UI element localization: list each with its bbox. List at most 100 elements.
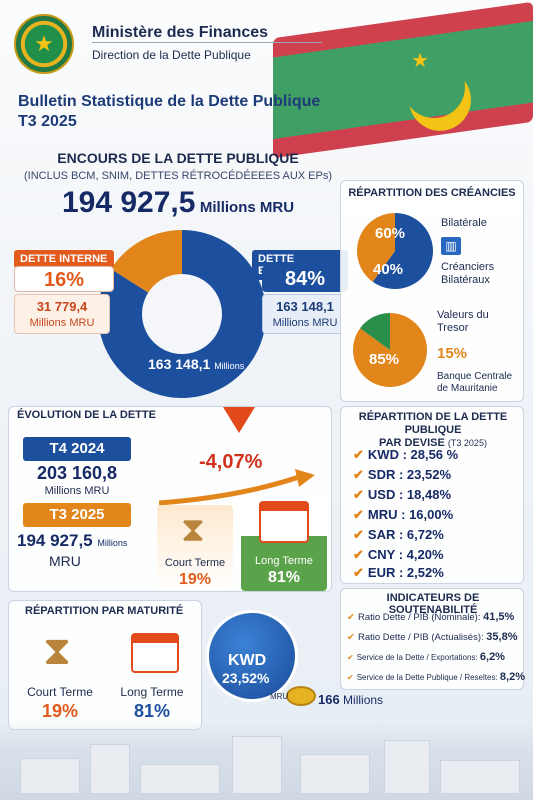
- devise-item: ✔ SAR : 6,72%: [353, 527, 444, 543]
- devise-item: ✔ MRU : 16,00%: [353, 507, 453, 523]
- star-icon: ★: [411, 50, 429, 72]
- donut-unit: Millions: [214, 361, 245, 371]
- encours-subtitle: (INCLUS BCM, SNIM, DETTES RÉTROCÉDÉEEES …: [23, 170, 333, 182]
- city-skyline: [0, 720, 533, 800]
- crediteurs-line2: Bilatéraux: [441, 274, 490, 286]
- kwd-pct: 23,52%: [222, 670, 270, 686]
- millions-166-unit: Millions: [343, 693, 384, 707]
- building: [232, 736, 282, 794]
- maturite-long-pct: 81%: [133, 701, 171, 721]
- valeurs-tresor-label: Valeurs du Tresor: [437, 309, 489, 335]
- trend-arrow-icon: [159, 469, 315, 506]
- evo-court-pct: 19%: [178, 571, 212, 588]
- indicateur-label: Ratio Dette / PIB (Actualisés):: [357, 632, 484, 643]
- bulletin-title-line2: T3 2025: [18, 113, 77, 130]
- check-icon: ✔: [347, 653, 354, 662]
- t4-value: 203 160,8: [36, 463, 118, 483]
- valeurs-line1: Valeurs du: [437, 309, 489, 321]
- building: [300, 754, 370, 794]
- evo-long-label: Long Terme: [255, 555, 313, 567]
- maturite-court-pct: 19%: [41, 701, 79, 721]
- t4-unit: Millions MRU: [44, 485, 110, 497]
- building: [140, 764, 220, 794]
- donut-hole: [142, 274, 222, 354]
- check-icon: ✔: [347, 673, 354, 682]
- indicateur-row: ✔ Ratio Dette / PIB (Actualisés): 35,8%: [347, 631, 519, 643]
- externe-value: 163 148,1: [276, 299, 334, 314]
- check-icon: ✔: [353, 527, 364, 542]
- building: [384, 740, 430, 794]
- valeurs-line2: Tresor: [437, 322, 469, 334]
- evo-long-pct: 81%: [267, 569, 301, 586]
- devise-item: ✔ USD : 18,48%: [353, 487, 451, 503]
- building: [20, 758, 80, 794]
- t3-unit: MRU: [49, 553, 81, 569]
- externe-percent: 84%: [262, 266, 348, 292]
- evolution-title: ÉVOLUTION DE LA DETTE: [17, 409, 156, 421]
- devise-item-label: SDR : 23,52%: [367, 467, 451, 482]
- externe-unit: Millions MRU: [272, 317, 338, 329]
- indicateurs-title: INDICATEURS DE SOUTENABILITÉ: [386, 592, 480, 616]
- debt-donut-chart: [98, 230, 266, 398]
- check-icon: ✔: [353, 447, 364, 462]
- t4-label: T4 2024: [23, 437, 131, 461]
- t3-value: 194 927,5: [17, 531, 93, 550]
- encours-total-value: 194 927,5: [61, 186, 196, 219]
- encours-total: 194 927,5 Millions MRU: [0, 186, 356, 220]
- calendar-icon: [131, 633, 179, 673]
- kwd-label: KWD: [228, 652, 267, 669]
- indicateur-label: Service de la Dette / Exportations:: [356, 653, 478, 662]
- interne-unit: Millions MRU: [29, 317, 95, 329]
- coins-icon: [286, 686, 316, 706]
- check-icon: ✔: [347, 632, 355, 643]
- maturite-long-card: Long Terme 81%: [109, 623, 195, 723]
- devise-panel: RÉPARTITION DE LA DETTE PUBLIQUE PAR DEV…: [340, 406, 524, 584]
- interne-percent: 16%: [14, 266, 114, 292]
- creances-pie-1: [357, 213, 433, 289]
- crediteurs-label: Créanciers Bilatéraux: [441, 261, 494, 287]
- indicateur-value: 6,2%: [479, 651, 505, 663]
- bank-icon: ▥: [441, 237, 461, 255]
- bcm-line1: Banque Centrale: [437, 371, 513, 382]
- interne-value: 31 779,4: [36, 299, 88, 314]
- calendar-icon: [259, 501, 309, 543]
- t3-small: Millions: [97, 538, 128, 548]
- devise-item: ✔ SDR : 23,52%: [353, 467, 451, 483]
- evo-long-terme-card: Long Terme 81%: [241, 499, 327, 591]
- pie2-label-a: 85%: [369, 351, 400, 368]
- devise-item-label: SAR : 6,72%: [367, 527, 444, 542]
- crediteurs-line1: Créanciers: [441, 261, 495, 273]
- evolution-panel: ÉVOLUTION DE LA DETTE T4 2024 203 160,8 …: [8, 406, 332, 592]
- arrow-down-icon: [223, 407, 255, 433]
- devise-item: ✔ EUR : 2,52%: [353, 565, 444, 581]
- pie2-slice-b: [360, 313, 390, 350]
- maturite-long-label: Long Terme: [120, 685, 184, 699]
- indicateurs-panel: INDICATEURS DE SOUTENABILITÉ ✔ Ratio Dett…: [340, 588, 525, 690]
- creances-panel: RÉPARTITION DES CRÉANCIES 60% 40% Bilaté…: [340, 180, 524, 402]
- bulletin-title-line1: Bulletin Statistique de la Dette Publiqu…: [18, 93, 321, 110]
- devise-title: RÉPARTITION DE LA DETTE PUBLIQUE PAR DEV…: [341, 411, 525, 450]
- devise-title-par: PAR DEVISE: [379, 437, 445, 449]
- check-icon: ✔: [347, 612, 355, 623]
- national-emblem-icon: ★: [14, 14, 74, 74]
- devise-item-label: CNY : 4,20%: [367, 547, 444, 562]
- donut-value: 163 148,1: [148, 356, 211, 372]
- devise-item: ✔ KWD : 28,56 %: [353, 447, 458, 463]
- hourglass-icon: ⧗: [43, 629, 72, 673]
- indicateur-label: Ratio Dette / PIB (Nominale):: [357, 612, 481, 623]
- indicateur-value: 35,8%: [486, 631, 518, 643]
- maturite-title: RÉPARTITION PAR MATURITÉ: [25, 605, 184, 617]
- maturite-panel: RÉPARTITION PAR MATURITÉ ⧗ Court Terme 1…: [8, 600, 202, 730]
- maturite-court-card: ⧗ Court Terme 19%: [17, 623, 103, 723]
- bcm-percent: 15%: [437, 345, 468, 362]
- devise-title-line2: PAR DEVISE (T3 2025): [341, 437, 525, 450]
- bulletin-title: Bulletin Statistique de la Dette Publiqu…: [18, 92, 320, 132]
- devise-item: ✔ CNY : 4,20%: [353, 547, 444, 563]
- check-icon: ✔: [353, 565, 364, 580]
- externe-value-box: 163 148,1 Millions MRU: [262, 294, 348, 334]
- check-icon: ✔: [353, 467, 364, 482]
- devise-subtitle: (T3 2025): [447, 438, 487, 448]
- creances-title: RÉPARTITION DES CRÉANCIES: [348, 187, 516, 199]
- devise-item-label: EUR : 2,52%: [367, 565, 444, 580]
- bcm-label: Banque Centrale de Mauritanie: [437, 371, 512, 395]
